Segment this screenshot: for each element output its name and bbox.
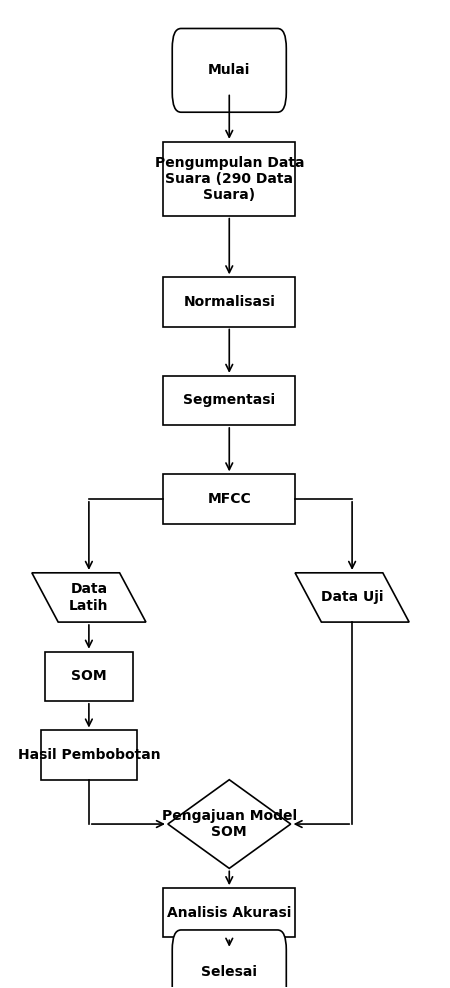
Polygon shape xyxy=(168,780,291,868)
FancyBboxPatch shape xyxy=(163,888,295,938)
FancyBboxPatch shape xyxy=(163,278,295,326)
Text: Pengumpulan Data
Suara (290 Data
Suara): Pengumpulan Data Suara (290 Data Suara) xyxy=(154,155,304,202)
Text: Pengajuan Model
SOM: Pengajuan Model SOM xyxy=(162,809,297,839)
Text: Hasil Pembobotan: Hasil Pembobotan xyxy=(18,748,160,762)
FancyBboxPatch shape xyxy=(163,474,295,524)
Text: Segmentasi: Segmentasi xyxy=(183,393,275,407)
Polygon shape xyxy=(295,573,409,622)
FancyBboxPatch shape xyxy=(172,930,286,988)
Text: Data
Latih: Data Latih xyxy=(69,582,108,613)
FancyBboxPatch shape xyxy=(163,142,295,215)
Text: Analisis Akurasi: Analisis Akurasi xyxy=(167,906,292,920)
Text: Selesai: Selesai xyxy=(201,965,257,979)
FancyBboxPatch shape xyxy=(172,29,286,113)
Text: SOM: SOM xyxy=(71,669,107,684)
Text: Normalisasi: Normalisasi xyxy=(183,294,275,309)
Text: Mulai: Mulai xyxy=(208,63,251,77)
Text: Data Uji: Data Uji xyxy=(321,591,383,605)
Polygon shape xyxy=(32,573,146,622)
Text: MFCC: MFCC xyxy=(207,492,251,506)
FancyBboxPatch shape xyxy=(45,652,133,700)
FancyBboxPatch shape xyxy=(40,730,137,780)
FancyBboxPatch shape xyxy=(163,375,295,425)
